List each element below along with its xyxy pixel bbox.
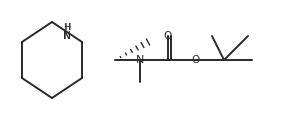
Text: O: O	[192, 55, 200, 65]
Text: N: N	[136, 55, 144, 65]
Text: N: N	[63, 31, 71, 41]
Text: H: H	[64, 23, 70, 33]
Text: O: O	[164, 31, 172, 41]
Text: H
N: H N	[64, 23, 70, 41]
